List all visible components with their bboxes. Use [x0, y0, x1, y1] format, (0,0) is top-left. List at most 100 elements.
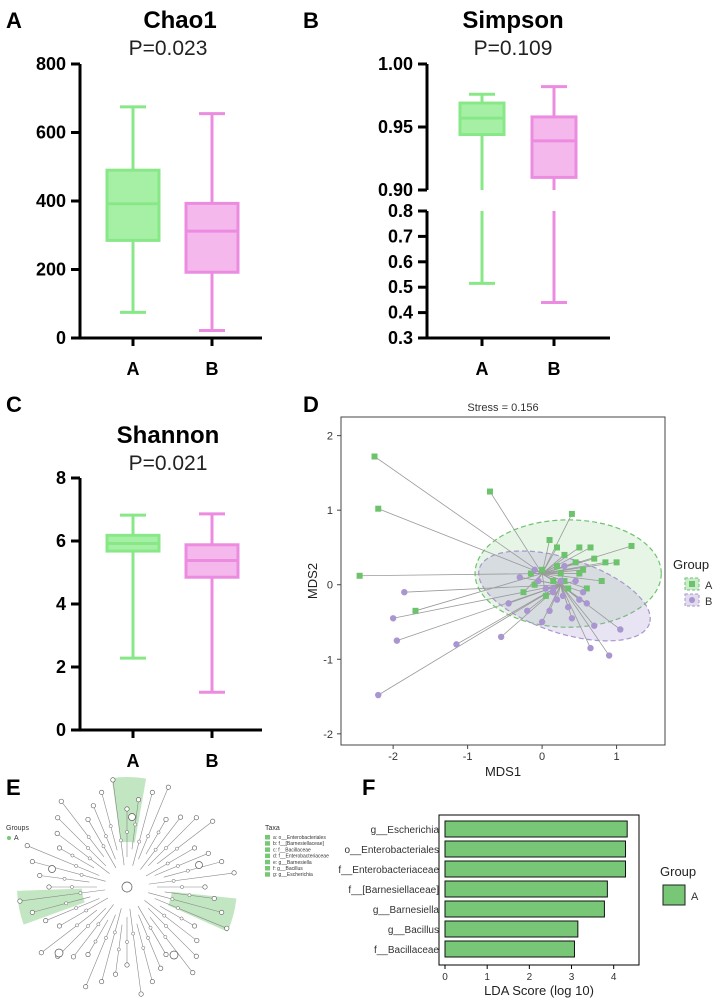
cladogram-inner-node	[86, 924, 90, 928]
cladogram-leaf-node	[113, 971, 119, 977]
nmds-spider-line-a	[541, 573, 547, 596]
cladogram-taxa-label: b: f__[Barnesiellaceae]	[273, 841, 324, 847]
cladogram-leaf-node	[55, 815, 61, 821]
cladogram-inner-node	[79, 872, 84, 877]
nmds-point-b	[401, 588, 408, 596]
cladogram-branch	[140, 817, 181, 870]
nmds-spider-line-a	[541, 547, 580, 574]
nmds-point-b	[553, 596, 561, 603]
shannon-xtick-label: A	[127, 751, 140, 771]
cladogram-leaf-node	[99, 979, 105, 985]
nmds-point-a	[598, 578, 605, 584]
cladogram-leaf-node	[138, 991, 144, 997]
cladogram-highlight-sector	[168, 891, 237, 932]
cladogram-branch	[156, 821, 213, 865]
cladogram-branch	[154, 898, 227, 929]
nmds-point-a	[576, 544, 583, 551]
cladogram-taxa-swatch	[265, 866, 270, 871]
cladogram-inner-node	[87, 856, 92, 861]
cladogram-leaf-node	[24, 843, 30, 849]
cladogram-leaf-node	[149, 789, 155, 795]
simpson-ytick-label: 0.90	[378, 180, 413, 200]
cladogram-inner-node	[64, 901, 68, 906]
cladogram-inner-node	[70, 885, 74, 889]
cladogram-inner-node	[125, 830, 129, 834]
nmds-legend-label-b: B	[705, 596, 712, 608]
cladogram-inner-node	[96, 922, 101, 927]
nmds-point-b	[535, 577, 542, 585]
chao1-ytick-label: 400	[36, 191, 66, 211]
nmds-spider-line-b	[534, 569, 561, 586]
cladogram-inner-node	[101, 844, 106, 849]
cladogram-leaf-node	[85, 952, 91, 958]
panel-label-c: C	[6, 392, 22, 417]
nmds-spider-line-b	[393, 584, 561, 619]
nmds-spider-line-a	[378, 508, 543, 574]
cladogram-inner-node	[108, 824, 113, 828]
cladogram-inner-node	[148, 925, 153, 930]
nmds-point-b	[605, 652, 613, 659]
nmds-point-b	[516, 574, 523, 581]
cladogram-inner-node	[112, 930, 117, 935]
lda-category-label: f__Enterobacteriaceae	[338, 865, 439, 876]
cladogram-leaf-node	[190, 970, 196, 976]
chao1-xtick-label: A	[127, 359, 140, 379]
cladogram-inner-node	[104, 834, 108, 839]
lda-legend-label-a: A	[691, 891, 699, 903]
cladogram-taxa-label: f: g__Bacillus	[273, 866, 303, 872]
nmds-xlabel: MDS1	[485, 764, 521, 779]
cladogram-taxa-swatch	[265, 859, 270, 865]
cladogram-branch	[73, 904, 114, 957]
cladogram-leaf-node	[192, 845, 198, 851]
simpson-chart: Simpson P=0.109 0.90 0.95 1.00 0.3 0.4 0.5 0.6…	[378, 7, 610, 379]
nmds-point-a	[576, 570, 583, 577]
nmds-point-a	[546, 537, 553, 543]
cladogram-inner-node	[146, 935, 150, 940]
cladogram-leaf-node	[178, 814, 184, 820]
nmds-ytick-label: -2	[323, 729, 333, 741]
cladogram-taxa-swatch	[265, 853, 270, 859]
cladogram-leaf-node	[163, 952, 169, 958]
cladogram-branch	[87, 819, 117, 869]
cladogram-leaf-node	[124, 962, 130, 968]
cladogram-branch	[148, 817, 197, 866]
nmds-point-a	[486, 488, 493, 495]
cladogram-branch	[59, 897, 109, 927]
chao1-ytick-label: 200	[36, 260, 66, 280]
cladogram-branch	[149, 916, 193, 973]
nmds-point-a	[550, 578, 557, 584]
nmds-spider-line-a	[374, 456, 543, 574]
nmds-point-b	[546, 607, 553, 615]
nmds-point-a	[412, 607, 419, 614]
cladogram-leaf-node	[56, 923, 62, 929]
nmds-point-a	[591, 555, 598, 562]
chao1-ytick-label: 0	[56, 328, 66, 348]
cladogram-taxa-label: d: f__Enterobacteriaceae	[273, 854, 329, 860]
cladogram-inner-node	[170, 897, 175, 902]
cladogram-inner-node	[86, 846, 90, 850]
nmds-xtick-label: 1	[614, 751, 620, 763]
cladogram-branch	[32, 861, 106, 882]
cladogram-leaf-node	[110, 777, 116, 783]
nmds-point-b	[531, 566, 538, 574]
simpson-ytick-label: 1.00	[378, 54, 413, 74]
cladogram-branch	[45, 898, 100, 921]
cladogram-inner-node	[146, 834, 150, 839]
cladogram-branch	[144, 900, 197, 941]
cladogram-taxa-swatch	[265, 872, 270, 877]
lda-xtick-label: 0	[442, 972, 448, 983]
panel-label-b: B	[303, 8, 319, 33]
cladogram-inner-node	[86, 835, 91, 839]
cladogram-groups-title: Groups	[6, 825, 29, 832]
chao1-box-a-box	[105, 168, 161, 242]
nmds-point-b	[538, 618, 546, 626]
cladogram-inner-node	[187, 893, 192, 898]
cladogram-branch	[59, 847, 95, 869]
cladogram-inner-node	[163, 935, 168, 939]
cladogram-inner-node	[74, 864, 79, 868]
cladogram-branch	[129, 908, 142, 995]
cladogram-leaf-node	[17, 898, 23, 904]
cladogram-branch	[93, 805, 116, 860]
nmds-point-b	[564, 603, 572, 611]
nmds-point-b	[576, 596, 583, 603]
